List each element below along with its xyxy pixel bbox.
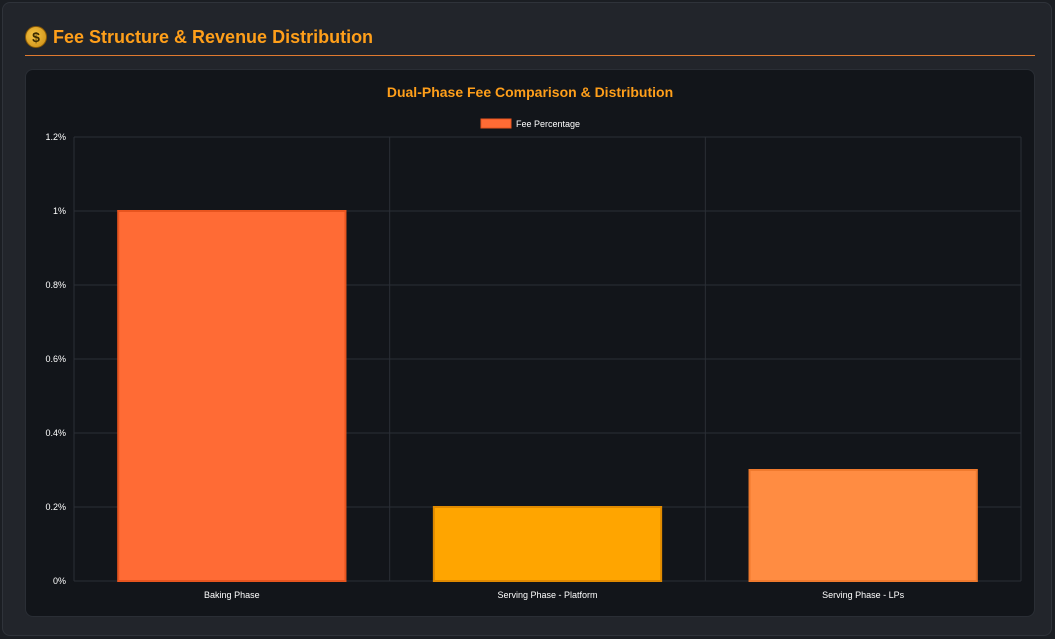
y-tick-label: 0.4% [45,428,66,438]
fee-bar-chart: Dual-Phase Fee Comparison & Distribution… [45,84,1022,600]
y-tick-label: 0% [53,576,66,586]
panel-title: Fee Structure & Revenue Distribution [53,27,374,47]
money-bag-icon: $ [25,26,47,48]
bar-serving-phase-lps[interactable] [748,469,978,582]
y-tick-label: 0.8% [45,280,66,290]
chart-legend[interactable]: Fee Percentage [480,118,580,129]
y-tick-label: 0.2% [45,502,66,512]
y-axis-ticks: 0% 0.2% 0.4% 0.6% 0.8% 1% 1.2% [45,132,66,586]
x-tick-label: Serving Phase - LPs [822,590,905,600]
bar-layer [117,210,978,582]
legend-label-fee-percentage[interactable]: Fee Percentage [516,119,580,129]
chart-title: Dual-Phase Fee Comparison & Distribution [387,84,673,100]
y-tick-label: 1.2% [45,132,66,142]
x-tick-label: Baking Phase [204,590,260,600]
x-axis-ticks: Baking Phase Serving Phase - Platform Serv… [204,590,905,600]
bar-serving-phase-platform[interactable] [432,506,663,582]
bar-baking-phase[interactable] [117,210,347,582]
x-tick-label: Serving Phase - Platform [497,590,597,600]
legend-swatch-fee-percentage[interactable] [480,118,512,129]
y-tick-label: 0.6% [45,354,66,364]
panel-header: $ Fee Structure & Revenue Distribution [25,25,1035,56]
chart-card: Dual-Phase Fee Comparison & Distribution… [25,69,1035,617]
y-tick-label: 1% [53,206,66,216]
